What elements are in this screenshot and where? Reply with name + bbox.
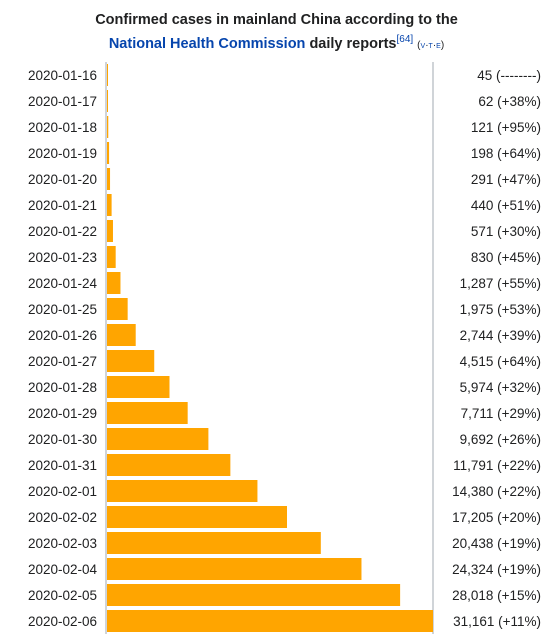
value-label: 121 (+95%) bbox=[471, 120, 541, 135]
category-label: 2020-02-05 bbox=[28, 588, 97, 603]
bar bbox=[107, 168, 111, 190]
bar bbox=[107, 220, 113, 242]
citation-link[interactable]: [64] bbox=[396, 34, 414, 46]
category-label: 2020-01-23 bbox=[28, 250, 97, 265]
category-label: 2020-01-28 bbox=[28, 380, 97, 395]
value-label: 198 (+64%) bbox=[471, 146, 541, 161]
category-label: 2020-01-25 bbox=[28, 302, 97, 317]
category-label: 2020-02-02 bbox=[28, 510, 97, 525]
chart-title: Confirmed cases in mainland China accord… bbox=[0, 8, 553, 58]
category-label: 2020-01-19 bbox=[28, 146, 97, 161]
title-after-link: daily reports bbox=[305, 36, 397, 52]
value-label: 24,324 (+19%) bbox=[452, 562, 541, 577]
category-label: 2020-01-18 bbox=[28, 120, 97, 135]
bar bbox=[107, 454, 231, 476]
vte-sep-1: · bbox=[425, 40, 429, 51]
value-label: 17,205 (+20%) bbox=[452, 510, 541, 525]
value-label: 45 (--------) bbox=[477, 68, 541, 83]
category-label: 2020-01-17 bbox=[28, 94, 97, 109]
value-label: 830 (+45%) bbox=[471, 250, 541, 265]
category-label: 2020-01-24 bbox=[28, 276, 98, 291]
category-label: 2020-01-21 bbox=[28, 198, 97, 213]
bar bbox=[107, 376, 170, 398]
value-label: 2,744 (+39%) bbox=[460, 328, 541, 343]
bar bbox=[107, 610, 433, 632]
navbox-links: (v·t·e) bbox=[417, 40, 444, 51]
category-label: 2020-01-20 bbox=[28, 172, 97, 187]
value-label: 7,711 (+29%) bbox=[461, 406, 541, 421]
bar bbox=[107, 116, 109, 138]
category-label: 2020-01-31 bbox=[28, 458, 97, 473]
value-label: 62 (+38%) bbox=[478, 94, 541, 109]
bar bbox=[107, 64, 108, 86]
bar bbox=[107, 402, 188, 424]
bar bbox=[107, 506, 287, 528]
national-health-commission-link[interactable]: National Health Commission bbox=[108, 36, 306, 52]
value-label: 4,515 (+64%) bbox=[460, 354, 541, 369]
vte-open: ( bbox=[417, 40, 421, 51]
value-label: 31,161 (+11%) bbox=[453, 614, 541, 629]
category-label: 2020-02-04 bbox=[28, 562, 98, 577]
category-label: 2020-01-22 bbox=[28, 224, 97, 239]
bar bbox=[107, 558, 362, 580]
category-label: 2020-01-27 bbox=[28, 354, 97, 369]
bar bbox=[107, 428, 209, 450]
bar bbox=[107, 480, 258, 502]
value-label: 20,438 (+19%) bbox=[452, 536, 541, 551]
bar bbox=[107, 350, 155, 372]
category-label: 2020-01-26 bbox=[28, 328, 97, 343]
bar bbox=[107, 246, 116, 268]
category-label: 2020-02-01 bbox=[28, 484, 97, 499]
bar bbox=[107, 324, 136, 346]
category-label: 2020-01-29 bbox=[28, 406, 97, 421]
edit-link[interactable]: e bbox=[436, 40, 441, 51]
value-label: 1,287 (+55%) bbox=[460, 276, 541, 291]
title-line-2: National Health Commission daily reports… bbox=[0, 32, 553, 58]
category-label: 2020-02-06 bbox=[28, 614, 97, 629]
vte-close: ) bbox=[440, 40, 445, 51]
value-label: 440 (+51%) bbox=[471, 198, 541, 213]
bar bbox=[107, 142, 110, 164]
value-label: 9,692 (+26%) bbox=[460, 432, 541, 447]
talk-link[interactable]: t bbox=[428, 40, 433, 51]
bar bbox=[107, 194, 112, 216]
bar bbox=[107, 298, 128, 320]
category-label: 2020-01-16 bbox=[28, 68, 97, 83]
view-link[interactable]: v bbox=[420, 40, 426, 51]
bar bbox=[107, 90, 108, 112]
bar bbox=[107, 272, 121, 294]
vte-sep-2: · bbox=[432, 40, 437, 51]
category-label: 2020-01-30 bbox=[28, 432, 97, 447]
category-label: 2020-02-03 bbox=[28, 536, 97, 551]
value-label: 5,974 (+32%) bbox=[460, 380, 541, 395]
value-label: 28,018 (+15%) bbox=[452, 588, 541, 603]
value-label: 1,975 (+53%) bbox=[460, 302, 541, 317]
value-label: 291 (+47%) bbox=[471, 172, 541, 187]
bar bbox=[107, 584, 401, 606]
value-label: 14,380 (+22%) bbox=[452, 484, 541, 499]
title-line-1: Confirmed cases in mainland China accord… bbox=[95, 12, 458, 28]
value-label: 11,791 (+22%) bbox=[453, 458, 541, 473]
value-label: 571 (+30%) bbox=[471, 224, 541, 239]
bar bbox=[107, 532, 321, 554]
